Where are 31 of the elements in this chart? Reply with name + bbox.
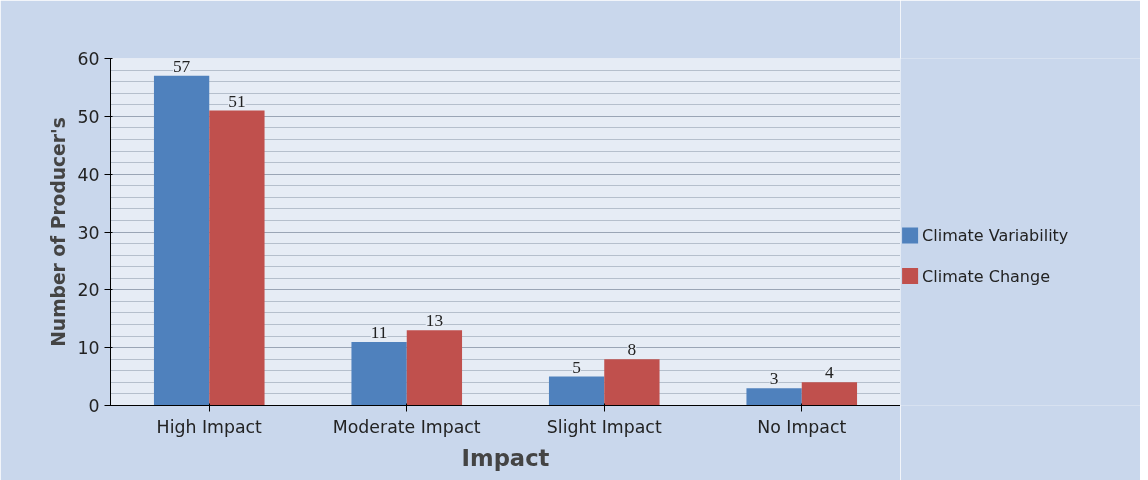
- y-tick-label: 0: [88, 396, 100, 416]
- data-label: 57: [172, 56, 191, 76]
- data-label: 51: [228, 91, 246, 111]
- legend-label: Climate Change: [922, 266, 1051, 286]
- bar: [548, 376, 605, 406]
- bar: [153, 75, 210, 406]
- x-tick-label: Moderate Impact: [332, 416, 481, 437]
- y-tick-label: 20: [77, 280, 100, 301]
- bar: [351, 341, 407, 406]
- data-label: 4: [825, 363, 835, 383]
- legend-label: Climate Variability: [922, 225, 1069, 245]
- data-label: 8: [627, 340, 637, 360]
- data-label: 3: [769, 369, 779, 389]
- y-tick-label: 40: [77, 164, 100, 185]
- x-tick-label: No Impact: [757, 416, 847, 437]
- bar: [406, 330, 463, 406]
- y-tick-label: 50: [77, 106, 100, 127]
- y-axis-title: Number of Producer's: [48, 117, 70, 347]
- y-tick-label: 10: [77, 338, 100, 359]
- x-axis-title: Impact: [461, 444, 550, 471]
- y-tick-label: 30: [77, 222, 100, 243]
- y-tick-label: 60: [77, 49, 100, 69]
- bar: [209, 110, 265, 406]
- data-label: 11: [370, 322, 388, 342]
- bar: [604, 359, 660, 406]
- data-label: 5: [572, 357, 581, 377]
- bar: [746, 388, 802, 406]
- data-label: 13: [425, 311, 444, 331]
- bar: [801, 382, 858, 406]
- x-tick-label: Slight Impact: [546, 416, 662, 437]
- x-tick-label: High Impact: [156, 416, 263, 437]
